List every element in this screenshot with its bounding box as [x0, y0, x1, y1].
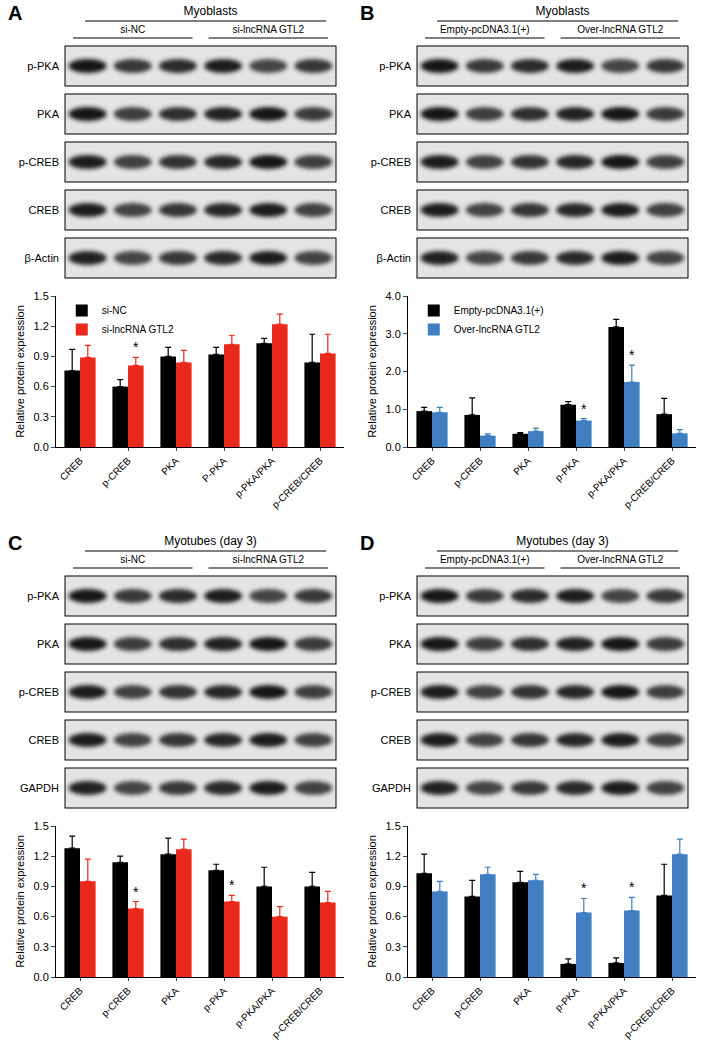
svg-text:CREB: CREB: [380, 204, 411, 216]
svg-text:1.5: 1.5: [34, 290, 49, 302]
svg-text:Relative protein expression: Relative protein expression: [366, 305, 378, 438]
svg-text:p-CREB: p-CREB: [99, 985, 133, 1019]
svg-text:Relative protein expression: Relative protein expression: [14, 835, 26, 968]
svg-text:1.2: 1.2: [386, 850, 401, 862]
svg-text:1.2: 1.2: [34, 850, 49, 862]
svg-text:p-CREB: p-CREB: [371, 686, 411, 698]
svg-text:Myoblasts: Myoblasts: [535, 4, 589, 18]
svg-text:*: *: [133, 884, 139, 900]
svg-text:Myotubes (day 3): Myotubes (day 3): [164, 534, 257, 548]
svg-text:0.9: 0.9: [386, 880, 401, 892]
svg-text:p-CREB: p-CREB: [451, 455, 485, 489]
svg-text:*: *: [581, 880, 587, 896]
svg-text:0.0: 0.0: [386, 441, 401, 453]
svg-text:p-PKA: p-PKA: [27, 60, 59, 72]
svg-text:CREB: CREB: [58, 455, 86, 483]
svg-text:p-PKA/PKA: p-PKA/PKA: [585, 985, 630, 1030]
svg-text:p-PKA: p-PKA: [379, 590, 411, 602]
svg-text:si-lncRNA GTL2: si-lncRNA GTL2: [232, 554, 304, 565]
svg-text:p-PKA/PKA: p-PKA/PKA: [585, 455, 630, 500]
svg-text:CREB: CREB: [28, 734, 59, 746]
svg-text:p-CREB/CREB: p-CREB/CREB: [270, 985, 326, 1041]
svg-text:p-CREB: p-CREB: [99, 455, 133, 489]
svg-text:0.3: 0.3: [386, 941, 401, 953]
svg-text:D: D: [360, 532, 374, 554]
svg-text:CREB: CREB: [410, 985, 438, 1013]
svg-text:p-CREB: p-CREB: [371, 156, 411, 168]
svg-text:si-lncRNA GTL2: si-lncRNA GTL2: [102, 324, 174, 335]
svg-text:p-CREB: p-CREB: [451, 985, 485, 1019]
svg-text:β-Actin: β-Actin: [377, 252, 411, 264]
svg-text:1.5: 1.5: [34, 820, 49, 832]
svg-text:PKA: PKA: [511, 985, 533, 1007]
svg-text:PKA: PKA: [37, 638, 60, 650]
svg-text:0.6: 0.6: [386, 910, 401, 922]
svg-text:1.5: 1.5: [386, 820, 401, 832]
svg-text:PKA: PKA: [159, 985, 181, 1007]
svg-text:p-CREB/CREB: p-CREB/CREB: [270, 455, 326, 511]
svg-text:Myoblasts: Myoblasts: [183, 4, 237, 18]
svg-text:0.3: 0.3: [34, 411, 49, 423]
svg-text:4.0: 4.0: [386, 290, 401, 302]
svg-text:0.0: 0.0: [386, 971, 401, 983]
svg-text:1.2: 1.2: [34, 320, 49, 332]
svg-text:B: B: [360, 2, 374, 24]
svg-text:Over-lncRNA GTL2: Over-lncRNA GTL2: [454, 324, 541, 335]
svg-text:*: *: [629, 347, 635, 363]
svg-text:p-CREB/CREB: p-CREB/CREB: [622, 455, 678, 511]
svg-text:*: *: [133, 339, 139, 355]
svg-text:PKA: PKA: [159, 455, 181, 477]
svg-text:0.9: 0.9: [34, 880, 49, 892]
svg-text:0.3: 0.3: [34, 941, 49, 953]
svg-text:*: *: [229, 877, 235, 893]
svg-text:CREB: CREB: [380, 734, 411, 746]
svg-text:0.0: 0.0: [34, 971, 49, 983]
svg-text:*: *: [581, 401, 587, 417]
svg-text:p-PKA: p-PKA: [27, 590, 59, 602]
svg-text:Relative protein expression: Relative protein expression: [14, 305, 26, 438]
svg-text:0.6: 0.6: [34, 380, 49, 392]
svg-text:p-CREB: p-CREB: [19, 156, 59, 168]
svg-text:0.9: 0.9: [34, 350, 49, 362]
svg-text:si-NC: si-NC: [120, 554, 145, 565]
svg-text:CREB: CREB: [410, 455, 438, 483]
svg-text:GAPDH: GAPDH: [372, 782, 411, 794]
svg-text:2.0: 2.0: [386, 365, 401, 377]
svg-text:*: *: [629, 879, 635, 895]
svg-text:0.0: 0.0: [34, 441, 49, 453]
svg-text:A: A: [8, 2, 22, 24]
svg-text:p-PKA/PKA: p-PKA/PKA: [233, 985, 278, 1030]
svg-text:3.0: 3.0: [386, 328, 401, 340]
svg-text:si-NC: si-NC: [102, 305, 127, 316]
svg-text:p-PKA: p-PKA: [379, 60, 411, 72]
svg-text:Over-lncRNA GTL2: Over-lncRNA GTL2: [577, 24, 664, 35]
svg-text:PKA: PKA: [37, 108, 60, 120]
svg-text:GAPDH: GAPDH: [20, 782, 59, 794]
svg-text:1.0: 1.0: [386, 403, 401, 415]
svg-text:p-PKA/PKA: p-PKA/PKA: [233, 455, 278, 500]
svg-text:PKA: PKA: [389, 638, 412, 650]
svg-text:C: C: [8, 532, 22, 554]
svg-text:CREB: CREB: [28, 204, 59, 216]
svg-text:β-Actin: β-Actin: [25, 252, 59, 264]
svg-text:p-PKA: p-PKA: [553, 455, 581, 483]
svg-text:si-NC: si-NC: [120, 24, 145, 35]
svg-text:si-lncRNA GTL2: si-lncRNA GTL2: [232, 24, 304, 35]
svg-text:p-CREB/CREB: p-CREB/CREB: [622, 985, 678, 1041]
svg-text:0.6: 0.6: [34, 910, 49, 922]
svg-text:PKA: PKA: [389, 108, 412, 120]
svg-text:P-PKA: P-PKA: [200, 455, 229, 484]
svg-text:p-PKA: p-PKA: [201, 985, 229, 1013]
svg-text:Empty-pcDNA3.1(+): Empty-pcDNA3.1(+): [440, 554, 530, 565]
svg-text:p-CREB: p-CREB: [19, 686, 59, 698]
svg-text:Empty-pcDNA3.1(+): Empty-pcDNA3.1(+): [454, 305, 544, 316]
svg-text:CREB: CREB: [58, 985, 86, 1013]
svg-text:PKA: PKA: [511, 455, 533, 477]
svg-text:Over-lncRNA GTL2: Over-lncRNA GTL2: [577, 554, 664, 565]
svg-text:Myotubes (day 3): Myotubes (day 3): [516, 534, 609, 548]
svg-text:p-PKA: p-PKA: [553, 985, 581, 1013]
svg-text:Empty-pcDNA3.1(+): Empty-pcDNA3.1(+): [440, 24, 530, 35]
svg-text:Relative protein expression: Relative protein expression: [366, 835, 378, 968]
